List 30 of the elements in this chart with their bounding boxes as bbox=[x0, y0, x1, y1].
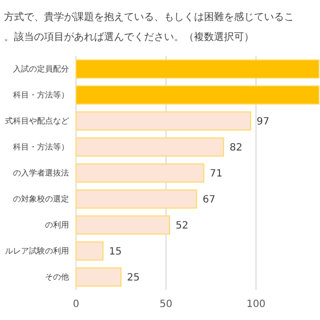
y-tick-label: ルレア試験の利用 bbox=[5, 246, 69, 256]
y-tick-label: 科目・方法等） bbox=[13, 90, 69, 100]
y-tick-label: の対象校の選定 bbox=[13, 194, 69, 204]
y-tick-label: の入学者選抜法 bbox=[13, 168, 69, 178]
y-tick-label: 科目・方法等） bbox=[13, 142, 69, 152]
data-label: 25 bbox=[127, 272, 140, 284]
data-label: 71 bbox=[210, 168, 223, 180]
bar bbox=[76, 163, 204, 183]
data-label: 67 bbox=[202, 194, 216, 206]
bar bbox=[76, 85, 320, 105]
y-tick-label: 入試の定員配分 bbox=[13, 64, 69, 74]
bar bbox=[76, 111, 252, 131]
y-tick-label: 式科目や配点など bbox=[5, 116, 69, 126]
bar bbox=[76, 189, 198, 209]
data-label: 82 bbox=[230, 142, 242, 154]
bar bbox=[76, 59, 320, 79]
data-label: 52 bbox=[176, 220, 188, 232]
bar bbox=[76, 267, 122, 287]
data-label: 15 bbox=[109, 246, 122, 258]
bar bbox=[76, 241, 104, 261]
x-tick-label: 50 bbox=[160, 299, 172, 310]
chart-subtitle: 。該当の項目があれば選んでください。（複数選択可） bbox=[4, 31, 254, 43]
data-label: 97 bbox=[256, 116, 270, 128]
x-tick-label: 0 bbox=[72, 299, 80, 310]
bar bbox=[76, 137, 224, 157]
y-tick-label: の利用 bbox=[45, 220, 69, 230]
y-tick-label: その他 bbox=[45, 272, 69, 282]
x-tick-label: 100 bbox=[246, 299, 266, 310]
bar bbox=[76, 215, 170, 235]
chart-title: 方式で、貴学が課題を抱えている、もしくは困難を感じているこ bbox=[4, 11, 294, 23]
